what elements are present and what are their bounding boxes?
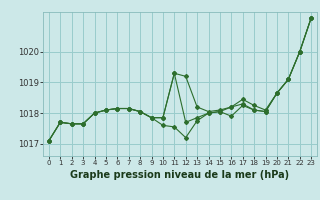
X-axis label: Graphe pression niveau de la mer (hPa): Graphe pression niveau de la mer (hPa)	[70, 170, 290, 180]
